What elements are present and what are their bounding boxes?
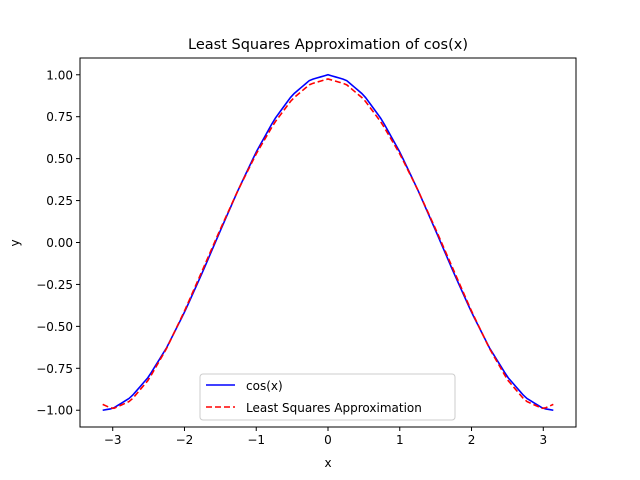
x-tick-label: −3 xyxy=(104,433,122,447)
x-tick-label: 3 xyxy=(539,433,547,447)
x-tick-label: 0 xyxy=(324,433,332,447)
x-axis: −3 −2 −1 0 1 2 3 xyxy=(104,427,547,447)
y-axis: 1.00 0.75 0.50 0.25 0.00 −0.25 −0.50 −0.75 −1.00 xyxy=(36,68,80,418)
y-tick-label: −0.25 xyxy=(36,278,73,292)
legend-label-cos: cos(x) xyxy=(246,379,283,393)
series-layer xyxy=(102,73,554,412)
legend-label-approximation: Least Squares Approximation xyxy=(246,401,422,415)
x-tick-label: 2 xyxy=(468,433,476,447)
x-tick-label: −1 xyxy=(247,433,265,447)
series-line-1 xyxy=(102,78,554,410)
y-tick-label: −0.75 xyxy=(36,362,73,376)
y-tick-label: −0.50 xyxy=(36,320,73,334)
series-line-0 xyxy=(102,73,554,412)
y-axis-label: y xyxy=(8,239,22,246)
legend: cos(x) Least Squares Approximation xyxy=(199,373,456,421)
y-tick-label: 0.25 xyxy=(46,194,73,208)
plot-area xyxy=(79,57,577,428)
y-tick-label: 1.00 xyxy=(46,68,73,82)
legend-frame xyxy=(199,373,456,421)
y-tick-label: 0.50 xyxy=(46,152,73,166)
x-axis-label: x xyxy=(324,456,331,470)
y-tick-label: 0.00 xyxy=(46,236,73,250)
y-tick-label: −1.00 xyxy=(36,404,73,418)
x-tick-label: 1 xyxy=(396,433,404,447)
x-tick-label: −2 xyxy=(176,433,194,447)
chart-title: Least Squares Approximation of cos(x) xyxy=(188,37,468,53)
y-tick-label: 0.75 xyxy=(46,110,73,124)
